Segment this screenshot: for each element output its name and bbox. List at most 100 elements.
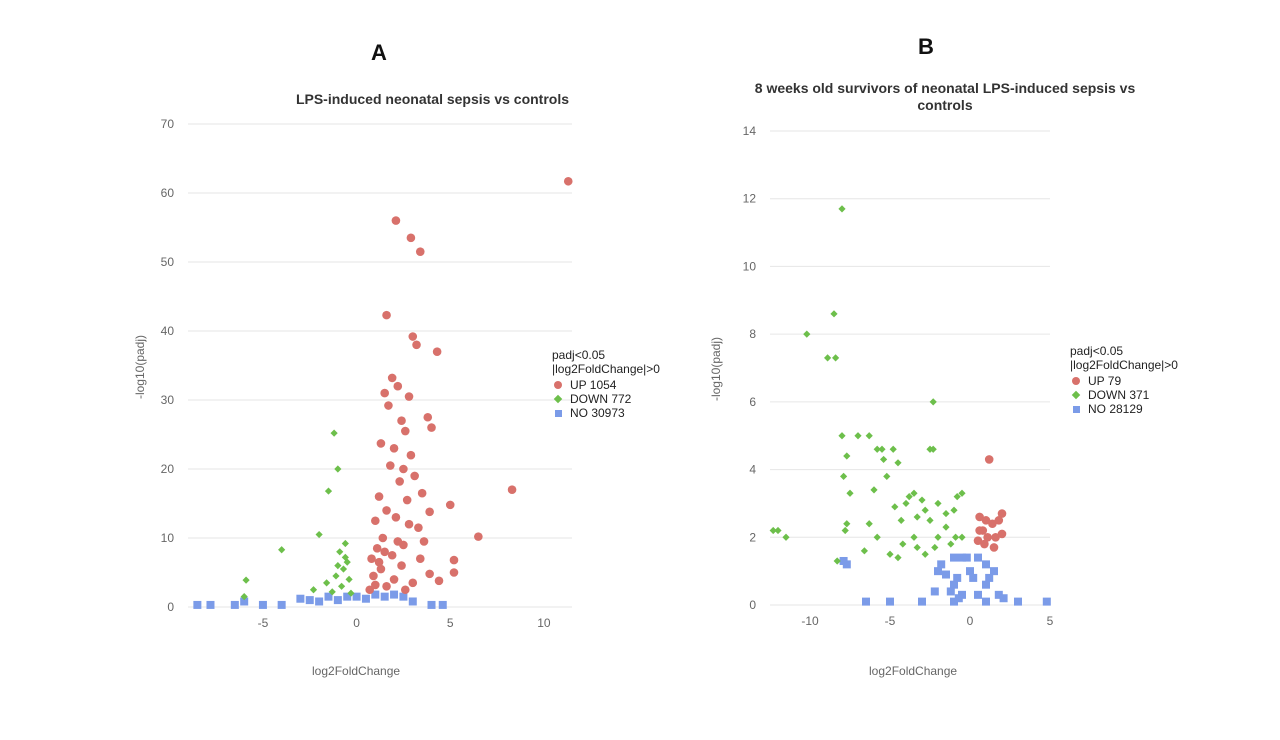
data-point-up	[989, 543, 999, 552]
y-tick-label-a: 20	[161, 462, 175, 476]
data-point-up	[427, 423, 436, 432]
data-point-down	[769, 526, 777, 535]
data-point-up	[445, 500, 455, 510]
panel-letter-b: B	[918, 34, 934, 59]
data-point-up	[988, 519, 997, 529]
data-point-no	[399, 592, 408, 601]
data-point-down	[341, 539, 349, 548]
data-point-no	[990, 567, 998, 576]
data-point-up	[423, 412, 433, 422]
data-point-down	[334, 562, 342, 570]
data-point-up	[391, 216, 401, 225]
data-point-down	[931, 543, 939, 552]
legend-item-down[interactable]: DOWN 772	[552, 392, 660, 406]
legend-item-up[interactable]: UP 79	[1070, 374, 1178, 388]
data-point-no	[1042, 597, 1051, 606]
y-tick-label-b: 10	[743, 259, 757, 273]
data-point-down	[338, 582, 346, 590]
data-point-up	[387, 373, 397, 383]
data-point-down	[782, 533, 790, 541]
data-point-up	[425, 569, 434, 579]
data-point-no	[361, 594, 370, 603]
y-tick-label-b: 8	[749, 327, 756, 341]
data-point-up	[376, 439, 386, 448]
data-point-up	[406, 233, 416, 243]
data-point-down	[843, 452, 851, 460]
data-point-up	[432, 347, 442, 356]
data-point-up	[365, 585, 374, 595]
data-point-no	[230, 600, 239, 609]
legend-item-down[interactable]: DOWN 371	[1070, 388, 1178, 402]
data-point-up	[376, 564, 386, 574]
data-point-up	[382, 506, 391, 515]
x-tick-label-b: -5	[885, 614, 896, 628]
data-point-no	[886, 597, 894, 606]
data-point-no	[950, 553, 958, 562]
data-point-no	[930, 587, 939, 596]
y-tick-label-a: 60	[161, 186, 175, 200]
legend-item-no[interactable]: NO 30973	[552, 406, 660, 420]
y-tick-label-a: 40	[161, 324, 175, 338]
data-point-down	[873, 533, 881, 541]
data-point-no	[305, 596, 314, 605]
data-point-up	[393, 537, 403, 546]
data-point-up	[994, 516, 1004, 525]
data-point-down	[894, 554, 902, 562]
x-tick-label-a: 0	[353, 616, 360, 630]
data-point-up	[404, 392, 414, 401]
data-point-no	[408, 597, 417, 606]
legend-item-up[interactable]: UP 1054	[552, 378, 660, 392]
legend-label-no: NO 28129	[1088, 402, 1143, 416]
data-point-up	[367, 554, 376, 563]
x-tick-label-b: -10	[801, 614, 819, 628]
data-point-no	[918, 597, 926, 606]
circle-icon	[552, 381, 564, 389]
data-point-no	[390, 590, 399, 599]
y-axis-label-b: -log10(padj)	[709, 336, 723, 402]
data-point-down	[913, 513, 921, 521]
data-point-up	[386, 461, 395, 470]
data-point-down	[240, 593, 248, 601]
data-point-up	[371, 516, 380, 526]
data-point-up	[406, 450, 416, 460]
data-point-no	[842, 560, 851, 569]
data-point-up	[378, 533, 388, 543]
data-point-down	[345, 575, 353, 583]
data-point-no	[946, 587, 955, 596]
data-point-down	[947, 540, 955, 548]
data-point-up	[417, 488, 427, 498]
data-point-no	[950, 597, 958, 606]
legend-title-line-1: padj<0.05	[1070, 344, 1124, 358]
data-point-down	[952, 533, 960, 541]
data-point-up	[399, 464, 408, 474]
data-point-down	[897, 516, 905, 524]
data-point-down	[958, 489, 966, 497]
y-tick-label-b: 12	[743, 192, 757, 206]
data-point-down	[921, 550, 929, 558]
data-point-up	[980, 539, 989, 549]
data-point-up	[984, 455, 994, 464]
data-point-no	[296, 594, 305, 603]
data-point-no	[974, 553, 982, 562]
x-axis-label-b: log2FoldChange	[869, 664, 958, 678]
data-point-down	[929, 445, 937, 453]
legend-title-line-1: padj<0.05	[552, 348, 606, 362]
square-icon	[552, 409, 564, 417]
data-point-no	[258, 600, 267, 609]
data-point-down	[803, 330, 811, 338]
data-point-down	[934, 499, 942, 508]
data-point-up	[380, 547, 389, 557]
data-point-no	[193, 600, 202, 609]
data-point-down	[926, 516, 934, 524]
data-point-up	[397, 416, 406, 426]
data-point-down	[929, 398, 937, 406]
y-tick-label-b: 14	[743, 124, 757, 138]
data-point-down	[840, 472, 848, 480]
chart-title-b: 8 weeks old survivors of neonatal LPS-in…	[730, 80, 1160, 114]
data-point-no	[371, 590, 380, 599]
y-tick-label-a: 50	[161, 255, 175, 269]
data-point-no	[954, 594, 963, 603]
legend-item-no[interactable]: NO 28129	[1070, 402, 1178, 416]
data-point-down	[854, 432, 862, 440]
data-point-down	[309, 586, 318, 594]
